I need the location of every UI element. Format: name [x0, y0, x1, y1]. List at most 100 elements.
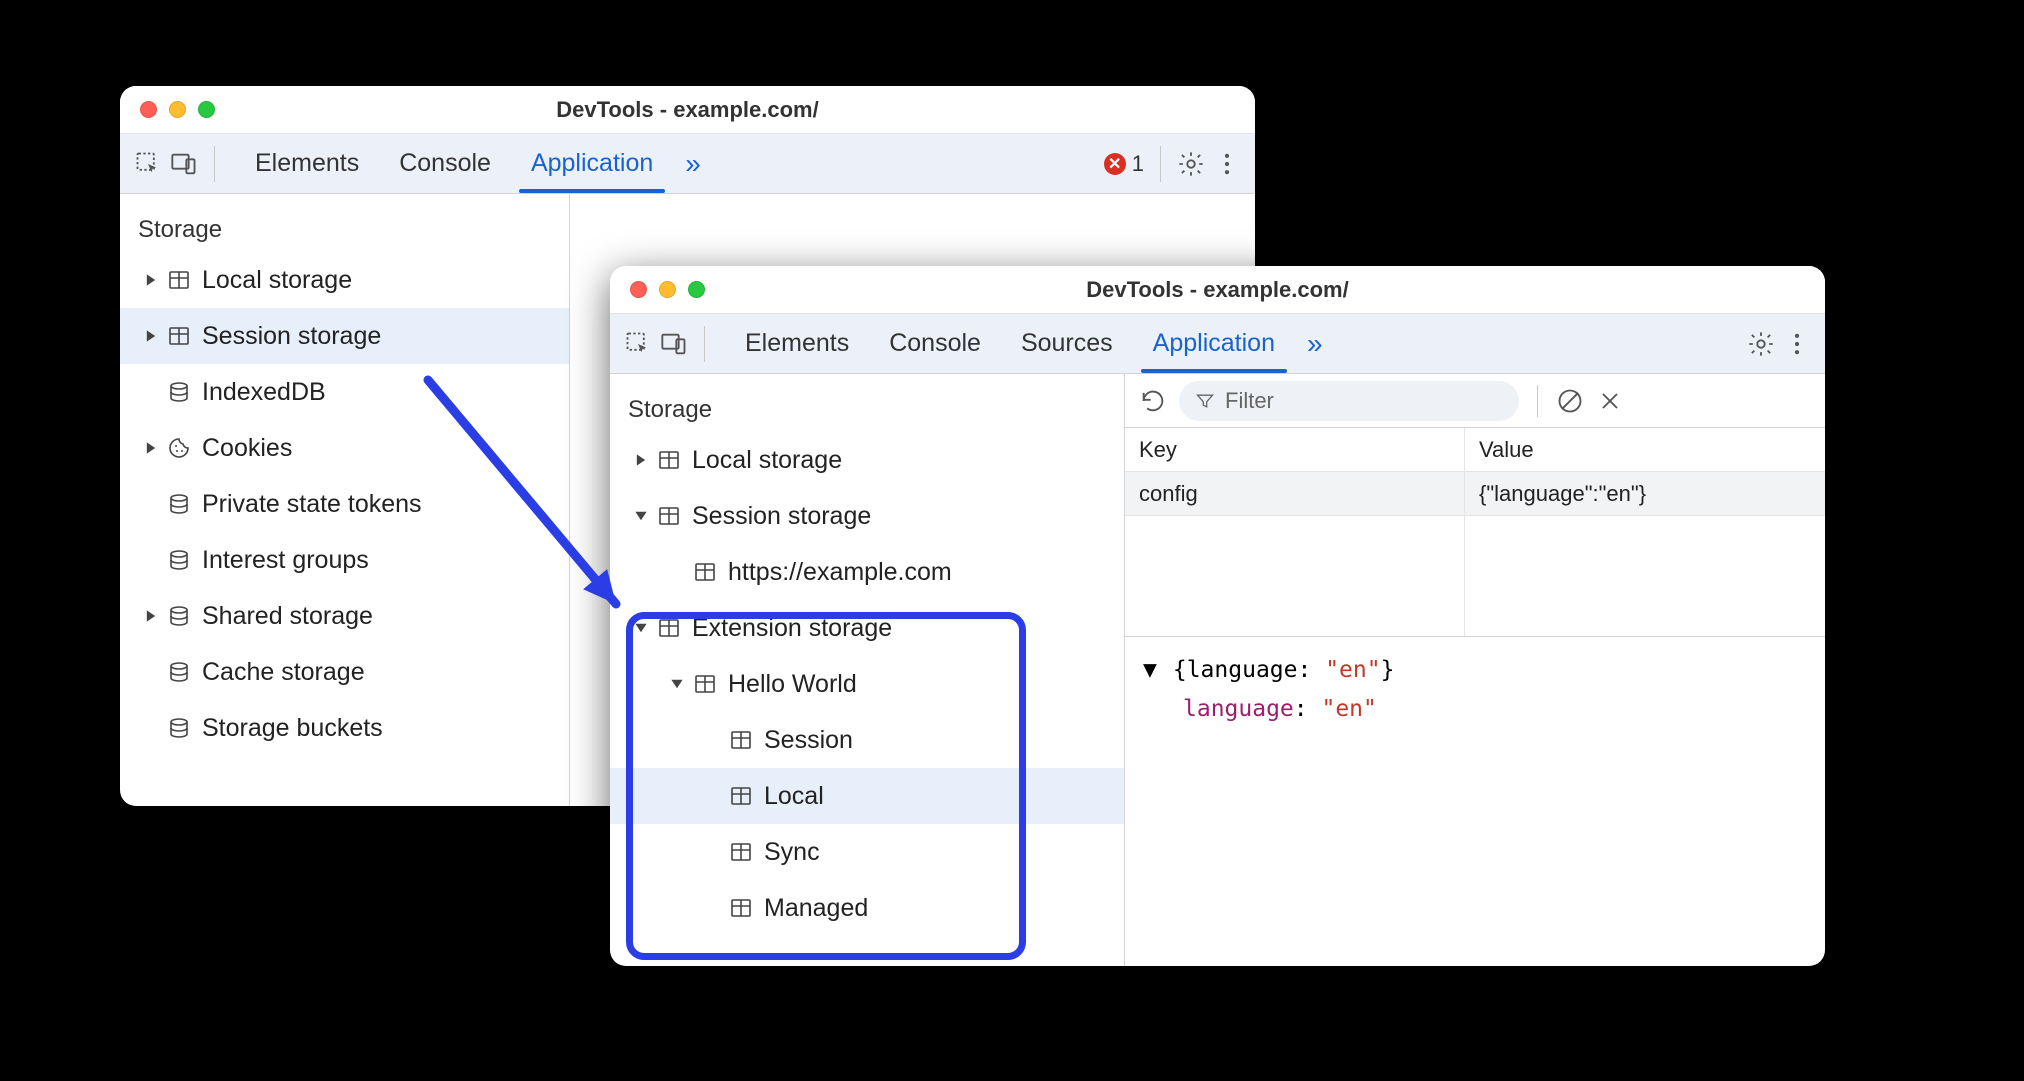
device-icon[interactable]	[170, 150, 198, 178]
db-icon	[166, 547, 192, 573]
tree-item[interactable]: IndexedDB	[120, 364, 569, 420]
error-icon: ✕	[1104, 153, 1126, 175]
storage-tree: Local storage Session storage https://exam…	[610, 432, 1124, 936]
tree-item[interactable]: Local	[610, 768, 1124, 824]
divider	[214, 146, 215, 182]
kebab-icon[interactable]	[1783, 330, 1811, 358]
close-dot[interactable]	[630, 281, 647, 298]
more-tabs-icon[interactable]: »	[673, 134, 713, 193]
inspect-icon[interactable]	[134, 150, 162, 178]
tree-item[interactable]: Local storage	[610, 432, 1124, 488]
tree-item[interactable]: Hello World	[610, 656, 1124, 712]
chevron-down-icon: ▼	[1143, 651, 1159, 690]
inspector-summary[interactable]: ▼ {language: "en"}	[1143, 651, 1807, 690]
tree-item-label: Cache storage	[202, 658, 365, 687]
devtools-toolbar: Elements Console Sources Application »	[610, 314, 1825, 374]
tab-application[interactable]: Application	[511, 134, 673, 193]
panel-tabs: Elements Console Sources Application »	[725, 314, 1335, 373]
tree-item[interactable]: Sync	[610, 824, 1124, 880]
tab-elements[interactable]: Elements	[725, 314, 869, 373]
titlebar: DevTools - example.com/	[120, 86, 1255, 134]
more-tabs-icon[interactable]: »	[1295, 314, 1335, 373]
table-icon	[692, 559, 718, 585]
tree-item-label: Interest groups	[202, 546, 369, 575]
clear-all-icon[interactable]	[1556, 387, 1584, 415]
divider	[704, 326, 705, 362]
tree-item-label: Private state tokens	[202, 490, 422, 519]
devtools-window-after: DevTools - example.com/ Elements Console…	[610, 266, 1825, 966]
chevron-right-icon	[142, 273, 160, 287]
table-icon	[728, 895, 754, 921]
tree-item[interactable]: Storage buckets	[120, 700, 569, 756]
table-icon	[656, 615, 682, 641]
close-dot[interactable]	[140, 101, 157, 118]
col-key[interactable]: Key	[1125, 428, 1465, 472]
storage-panel: Filter Key Value config {"language":"en"…	[1125, 374, 1825, 966]
tree-item-label: Local storage	[692, 446, 842, 475]
error-count[interactable]: ✕ 1	[1104, 151, 1144, 177]
chevron-right-icon	[142, 441, 160, 455]
table-icon	[692, 671, 718, 697]
zoom-dot[interactable]	[198, 101, 215, 118]
filter-input[interactable]: Filter	[1179, 381, 1519, 421]
tree-item[interactable]: Session	[610, 712, 1124, 768]
tree-item-label: https://example.com	[728, 558, 952, 587]
db-icon	[166, 491, 192, 517]
error-count-value: 1	[1132, 151, 1144, 177]
chevron-right-icon	[142, 609, 160, 623]
table-icon	[656, 447, 682, 473]
tree-item[interactable]: Shared storage	[120, 588, 569, 644]
inspect-icon[interactable]	[624, 330, 652, 358]
minimize-dot[interactable]	[659, 281, 676, 298]
application-sidebar: Storage Local storageSession storage Inde…	[120, 194, 570, 806]
chevron-down-icon	[668, 677, 686, 691]
tree-item-label: IndexedDB	[202, 378, 326, 407]
zoom-dot[interactable]	[688, 281, 705, 298]
table-row[interactable]: config {"language":"en"}	[1125, 472, 1825, 516]
delete-icon[interactable]	[1596, 387, 1624, 415]
minimize-dot[interactable]	[169, 101, 186, 118]
chevron-right-icon	[632, 453, 650, 467]
cell-value: {"language":"en"}	[1465, 472, 1825, 516]
titlebar: DevTools - example.com/	[610, 266, 1825, 314]
gear-icon[interactable]	[1177, 150, 1205, 178]
tree-item[interactable]: Local storage	[120, 252, 569, 308]
tree-item-label: Session storage	[692, 502, 871, 531]
tab-sources[interactable]: Sources	[1001, 314, 1133, 373]
tab-elements[interactable]: Elements	[235, 134, 379, 193]
table-icon	[728, 727, 754, 753]
col-value[interactable]: Value	[1465, 428, 1825, 472]
tree-item[interactable]: Private state tokens	[120, 476, 569, 532]
tree-item-label: Session	[764, 726, 853, 755]
tab-console[interactable]: Console	[379, 134, 511, 193]
tree-item[interactable]: Cookies	[120, 420, 569, 476]
tab-console[interactable]: Console	[869, 314, 1001, 373]
table-icon	[728, 839, 754, 865]
kebab-icon[interactable]	[1213, 150, 1241, 178]
tree-item[interactable]: Cache storage	[120, 644, 569, 700]
tree-item[interactable]: Session storage	[610, 488, 1124, 544]
chevron-down-icon	[632, 621, 650, 635]
tree-item[interactable]: Managed	[610, 880, 1124, 936]
chevron-down-icon	[632, 509, 650, 523]
tab-application[interactable]: Application	[1133, 314, 1295, 373]
traffic-lights	[610, 281, 705, 298]
storage-tree: Local storageSession storage IndexedDB Coo…	[120, 252, 569, 756]
section-storage: Storage	[610, 384, 1124, 432]
tree-item[interactable]: Interest groups	[120, 532, 569, 588]
tree-item-label: Storage buckets	[202, 714, 383, 743]
divider	[1537, 385, 1538, 417]
gear-icon[interactable]	[1747, 330, 1775, 358]
storage-toolbar: Filter	[1125, 374, 1825, 428]
tree-item[interactable]: Session storage	[120, 308, 569, 364]
tree-item-label: Cookies	[202, 434, 292, 463]
filter-placeholder: Filter	[1225, 388, 1274, 414]
tree-item[interactable]: Extension storage	[610, 600, 1124, 656]
refresh-icon[interactable]	[1139, 387, 1167, 415]
tree-item[interactable]: https://example.com	[610, 544, 1124, 600]
section-storage: Storage	[120, 204, 569, 252]
device-icon[interactable]	[660, 330, 688, 358]
window-title: DevTools - example.com/	[610, 277, 1825, 303]
tree-item-label: Shared storage	[202, 602, 373, 631]
tree-item-label: Extension storage	[692, 614, 892, 643]
